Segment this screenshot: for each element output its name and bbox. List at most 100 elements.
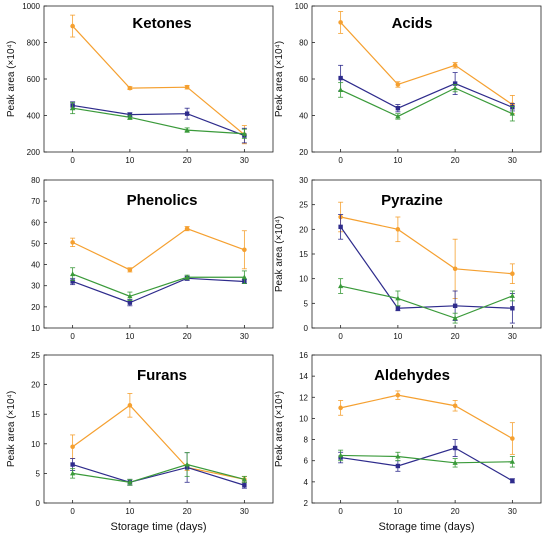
data-point <box>241 274 247 280</box>
series-orange <box>70 226 247 273</box>
data-point <box>395 227 401 232</box>
x-tick-label: 20 <box>183 332 192 341</box>
y-axis-label: Peak area (×10⁴) <box>6 41 17 117</box>
data-point <box>452 460 458 465</box>
data-point <box>242 483 247 488</box>
data-point <box>127 267 133 273</box>
y-tick-label: 15 <box>31 410 40 419</box>
series-orange <box>70 14 247 145</box>
y-tick-label: 10 <box>299 414 308 423</box>
data-point <box>452 403 458 409</box>
series-orange <box>338 11 515 115</box>
series-green <box>338 82 515 122</box>
x-tick-label: 0 <box>338 332 343 341</box>
series-line <box>72 463 245 483</box>
y-tick-label: 16 <box>299 351 308 360</box>
series-blue <box>70 452 247 489</box>
y-tick-label: 4 <box>304 478 309 487</box>
x-tick-label: 0 <box>70 156 75 165</box>
data-point <box>509 293 515 298</box>
x-tick-label: 30 <box>508 332 517 341</box>
x-tick-label: 10 <box>393 332 402 341</box>
data-point <box>338 224 343 230</box>
data-point <box>510 436 515 441</box>
panel-title: Phenolics <box>127 192 198 209</box>
series-orange <box>338 390 515 455</box>
data-point <box>452 445 458 451</box>
series-line <box>340 285 513 319</box>
x-tick-label: 10 <box>125 507 134 516</box>
panel-title: Furans <box>137 367 187 384</box>
data-point <box>509 110 515 116</box>
series-line <box>340 454 513 464</box>
data-point <box>184 84 190 90</box>
y-tick-label: 60 <box>31 218 40 227</box>
series-blue <box>70 275 247 307</box>
series-line <box>340 87 513 118</box>
plot-frame <box>43 354 274 504</box>
series-green <box>70 267 247 301</box>
data-point <box>70 462 75 467</box>
data-point <box>184 111 190 116</box>
data-point <box>127 403 133 408</box>
y-tick-label: 100 <box>295 2 309 11</box>
y-axis-label: Peak area (×10⁴) <box>274 41 285 117</box>
data-point <box>242 247 247 253</box>
y-tick-label: 40 <box>31 261 40 270</box>
x-tick-label: 20 <box>451 332 460 341</box>
data-point <box>338 20 343 25</box>
data-point <box>70 444 75 450</box>
y-tick-label: 30 <box>31 282 40 291</box>
series-blue <box>70 101 247 144</box>
data-point <box>70 105 76 111</box>
y-tick-label: 50 <box>31 239 40 248</box>
x-tick-label: 10 <box>393 507 402 516</box>
series-line <box>72 104 245 137</box>
series-green <box>70 102 247 139</box>
plot-frame <box>43 179 274 329</box>
data-point <box>184 226 190 231</box>
y-tick-label: 10 <box>299 275 308 284</box>
panel-ketones: 200 400 600 800 1000 0 10 20 30 Ketones Peak area … <box>6 2 274 165</box>
series-line <box>72 277 245 304</box>
series-orange <box>70 393 247 483</box>
x-tick-label: 10 <box>125 332 134 341</box>
data-point <box>70 470 76 476</box>
series-blue <box>338 214 515 324</box>
x-tick-label: 0 <box>70 332 75 341</box>
data-point <box>395 453 401 459</box>
panel-pyrazine: 0 5 10 15 20 25 30 0 10 20 30 Pyrazine Peak area (×1… <box>274 176 542 341</box>
panel-title: Ketones <box>132 15 191 32</box>
data-point <box>452 85 458 91</box>
y-tick-label: 25 <box>31 351 40 360</box>
data-point <box>338 87 344 92</box>
data-point <box>452 315 458 321</box>
series-line <box>340 394 513 440</box>
series-line <box>340 77 513 109</box>
data-point <box>510 271 515 277</box>
y-tick-label: 0 <box>304 324 309 333</box>
data-point <box>127 293 133 299</box>
y-axis-label: Peak area (×10⁴) <box>274 391 285 467</box>
y-tick-label: 10 <box>31 440 40 449</box>
series-line <box>72 25 245 136</box>
y-tick-label: 20 <box>299 225 308 234</box>
series-line <box>340 447 513 482</box>
panel-phenolics: 10 20 30 40 50 60 70 80 0 10 20 30 Phenolics <box>31 176 274 341</box>
data-point <box>395 82 401 87</box>
x-tick-label: 30 <box>240 156 249 165</box>
data-point <box>127 300 133 305</box>
series-green <box>338 278 515 324</box>
data-point <box>70 279 75 284</box>
x-tick-label: 10 <box>393 156 402 165</box>
y-tick-label: 12 <box>299 393 308 402</box>
series-green <box>70 452 247 486</box>
series-line <box>340 22 513 106</box>
data-point <box>338 452 344 458</box>
x-tick-label: 30 <box>240 507 249 516</box>
data-point <box>452 63 458 68</box>
series-blue <box>338 439 515 484</box>
panel-furans: 0 5 10 15 20 25 0 10 20 30 Furans Peak area (×10⁴) S… <box>6 351 274 533</box>
data-point <box>70 23 75 29</box>
